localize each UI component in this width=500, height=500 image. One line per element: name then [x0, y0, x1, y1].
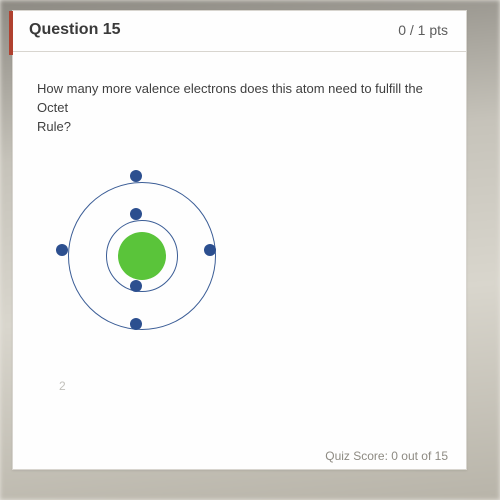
electron [56, 244, 68, 256]
question-header: Question 15 0 / 1 pts [13, 11, 466, 52]
question-body: How many more valence electrons does thi… [13, 52, 466, 403]
electron [130, 280, 142, 292]
question-points: 0 / 1 pts [398, 22, 448, 38]
incorrect-indicator [9, 11, 13, 55]
prompt-line-2: Rule? [37, 119, 71, 134]
answer-value: 2 [59, 379, 442, 393]
electron [204, 244, 216, 256]
electron [130, 318, 142, 330]
prompt-line-1: How many more valence electrons does thi… [37, 81, 423, 115]
question-prompt: How many more valence electrons does thi… [37, 80, 442, 137]
question-number: Question 15 [29, 21, 121, 39]
electron [130, 208, 142, 220]
nucleus [118, 232, 166, 280]
quiz-score-footer: Quiz Score: 0 out of 15 [325, 449, 448, 463]
electron [130, 170, 142, 182]
question-card: Question 15 0 / 1 pts How many more vale… [12, 10, 467, 470]
atom-diagram [37, 151, 247, 361]
